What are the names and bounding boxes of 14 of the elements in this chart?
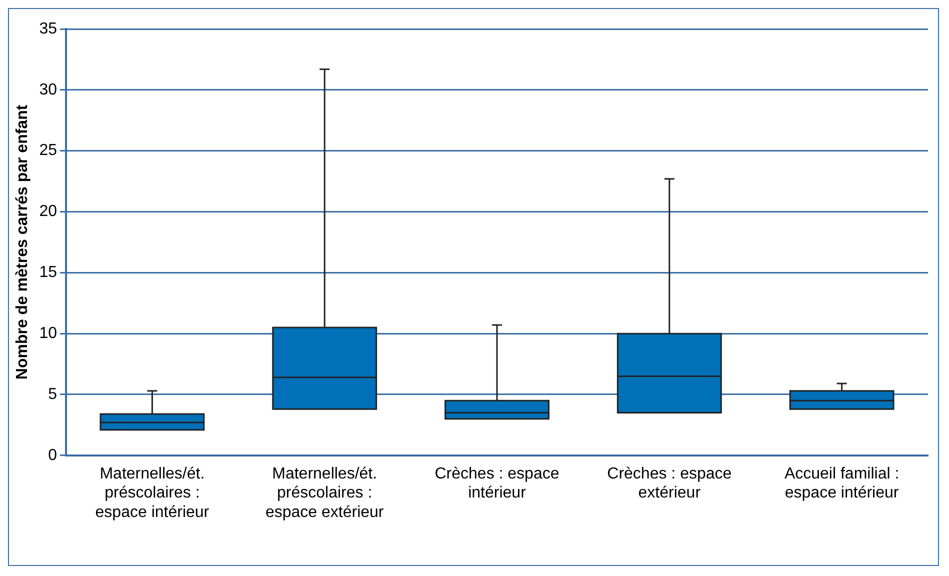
y-axis-title: Nombre de mètres carrés par enfant: [14, 104, 32, 380]
x-tick-label: Maternelles/ét. préscolaires : espace extérieur: [265, 465, 384, 521]
y-tick-label: 20: [39, 203, 58, 220]
x-tick-label: Accueil familial : espace intérieur: [784, 465, 900, 502]
y-tick-label: 30: [39, 81, 58, 98]
x-tick-label: Maternelles/ét. préscolaires : espace intérieur: [95, 465, 210, 521]
y-tick-label: 35: [39, 20, 58, 38]
y-tick-label: 0: [48, 446, 58, 464]
y-tick-label: 25: [39, 142, 58, 160]
x-tick-label: Crèches : espace intérieur: [434, 465, 560, 502]
y-tick-label: 15: [39, 264, 58, 282]
y-tick-label: 10: [39, 324, 58, 342]
x-tick-label: Crèches : espace extérieur: [607, 465, 732, 502]
y-tick-label: 5: [48, 386, 58, 403]
